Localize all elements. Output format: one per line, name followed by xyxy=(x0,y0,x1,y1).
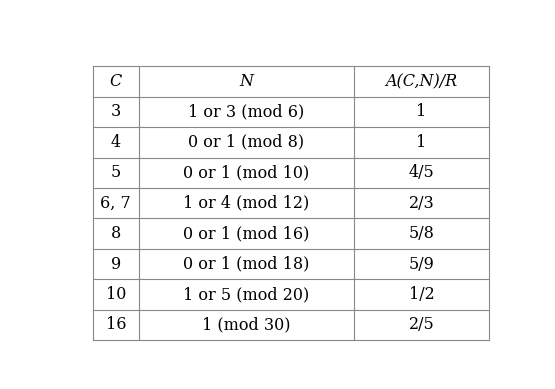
Text: 2/3: 2/3 xyxy=(408,194,435,212)
Text: 5: 5 xyxy=(110,164,121,181)
Text: A(C,N)/R: A(C,N)/R xyxy=(385,73,457,90)
Text: 1/2: 1/2 xyxy=(408,286,435,303)
Text: 5/9: 5/9 xyxy=(408,256,435,273)
Text: N: N xyxy=(239,73,254,90)
Text: 1: 1 xyxy=(416,103,427,120)
Text: 0 or 1 (mod 18): 0 or 1 (mod 18) xyxy=(183,256,310,273)
Text: 9: 9 xyxy=(110,256,121,273)
Text: 1 or 5 (mod 20): 1 or 5 (mod 20) xyxy=(183,286,310,303)
Text: 1 or 3 (mod 6): 1 or 3 (mod 6) xyxy=(188,103,305,120)
Text: 1 or 4 (mod 12): 1 or 4 (mod 12) xyxy=(183,194,310,212)
Text: 3: 3 xyxy=(110,103,121,120)
Text: 0 or 1 (mod 8): 0 or 1 (mod 8) xyxy=(188,134,305,151)
Text: 5/8: 5/8 xyxy=(408,225,435,242)
Text: 4/5: 4/5 xyxy=(408,164,435,181)
Text: 0 or 1 (mod 16): 0 or 1 (mod 16) xyxy=(183,225,310,242)
Text: 0 or 1 (mod 10): 0 or 1 (mod 10) xyxy=(183,164,310,181)
Text: C: C xyxy=(110,73,122,90)
Text: 16: 16 xyxy=(105,317,126,333)
Text: 4: 4 xyxy=(111,134,121,151)
Text: 8: 8 xyxy=(110,225,121,242)
Text: 1 (mod 30): 1 (mod 30) xyxy=(202,317,291,333)
Text: 1: 1 xyxy=(416,134,427,151)
Text: 6, 7: 6, 7 xyxy=(100,194,131,212)
Text: 2/5: 2/5 xyxy=(408,317,435,333)
Text: 10: 10 xyxy=(105,286,126,303)
